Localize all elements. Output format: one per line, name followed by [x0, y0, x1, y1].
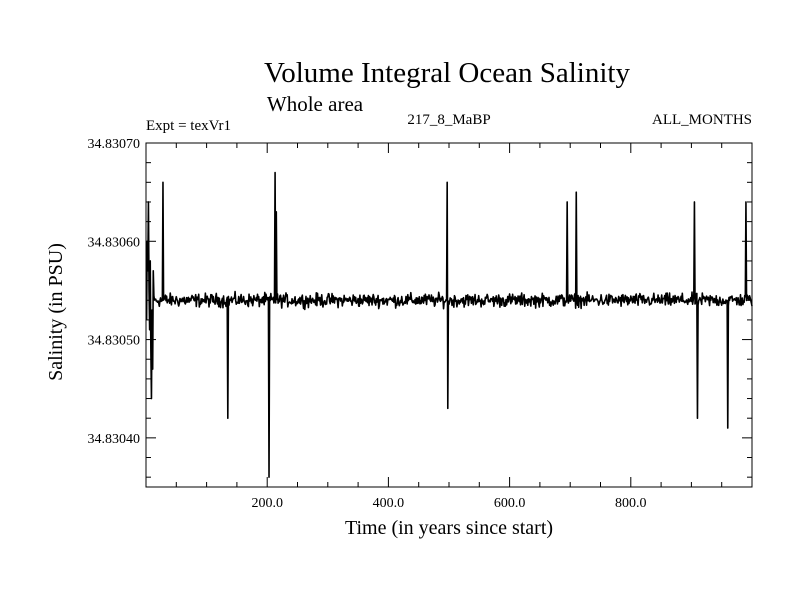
- chart-title: Volume Integral Ocean Salinity: [264, 57, 630, 89]
- x-axis-label: Time (in years since start): [345, 517, 553, 539]
- x-tick-label: 800.0: [615, 496, 647, 511]
- plot-area: 200.0 400.0 600.0 800.0 34.83040 34.83050 34.8…: [88, 137, 753, 511]
- x-tick-label: 600.0: [494, 496, 526, 511]
- y-tick-label: 34.83070: [88, 137, 141, 152]
- y-axis-label: Salinity (in PSU): [45, 243, 67, 381]
- x-tick-label: 400.0: [373, 496, 405, 511]
- y-tick-label: 34.83060: [88, 235, 141, 250]
- y-tick-label: 34.83040: [88, 432, 141, 447]
- chart-subtitle: Whole area: [267, 92, 364, 116]
- x-tick-label: 200.0: [251, 496, 283, 511]
- salinity-series-line: [145, 171, 753, 478]
- period-label: 217_8_MaBP: [407, 112, 490, 128]
- y-tick-label: 34.83050: [88, 334, 141, 349]
- experiment-label: Expt = texVr1: [146, 118, 231, 134]
- months-label: ALL_MONTHS: [652, 112, 752, 128]
